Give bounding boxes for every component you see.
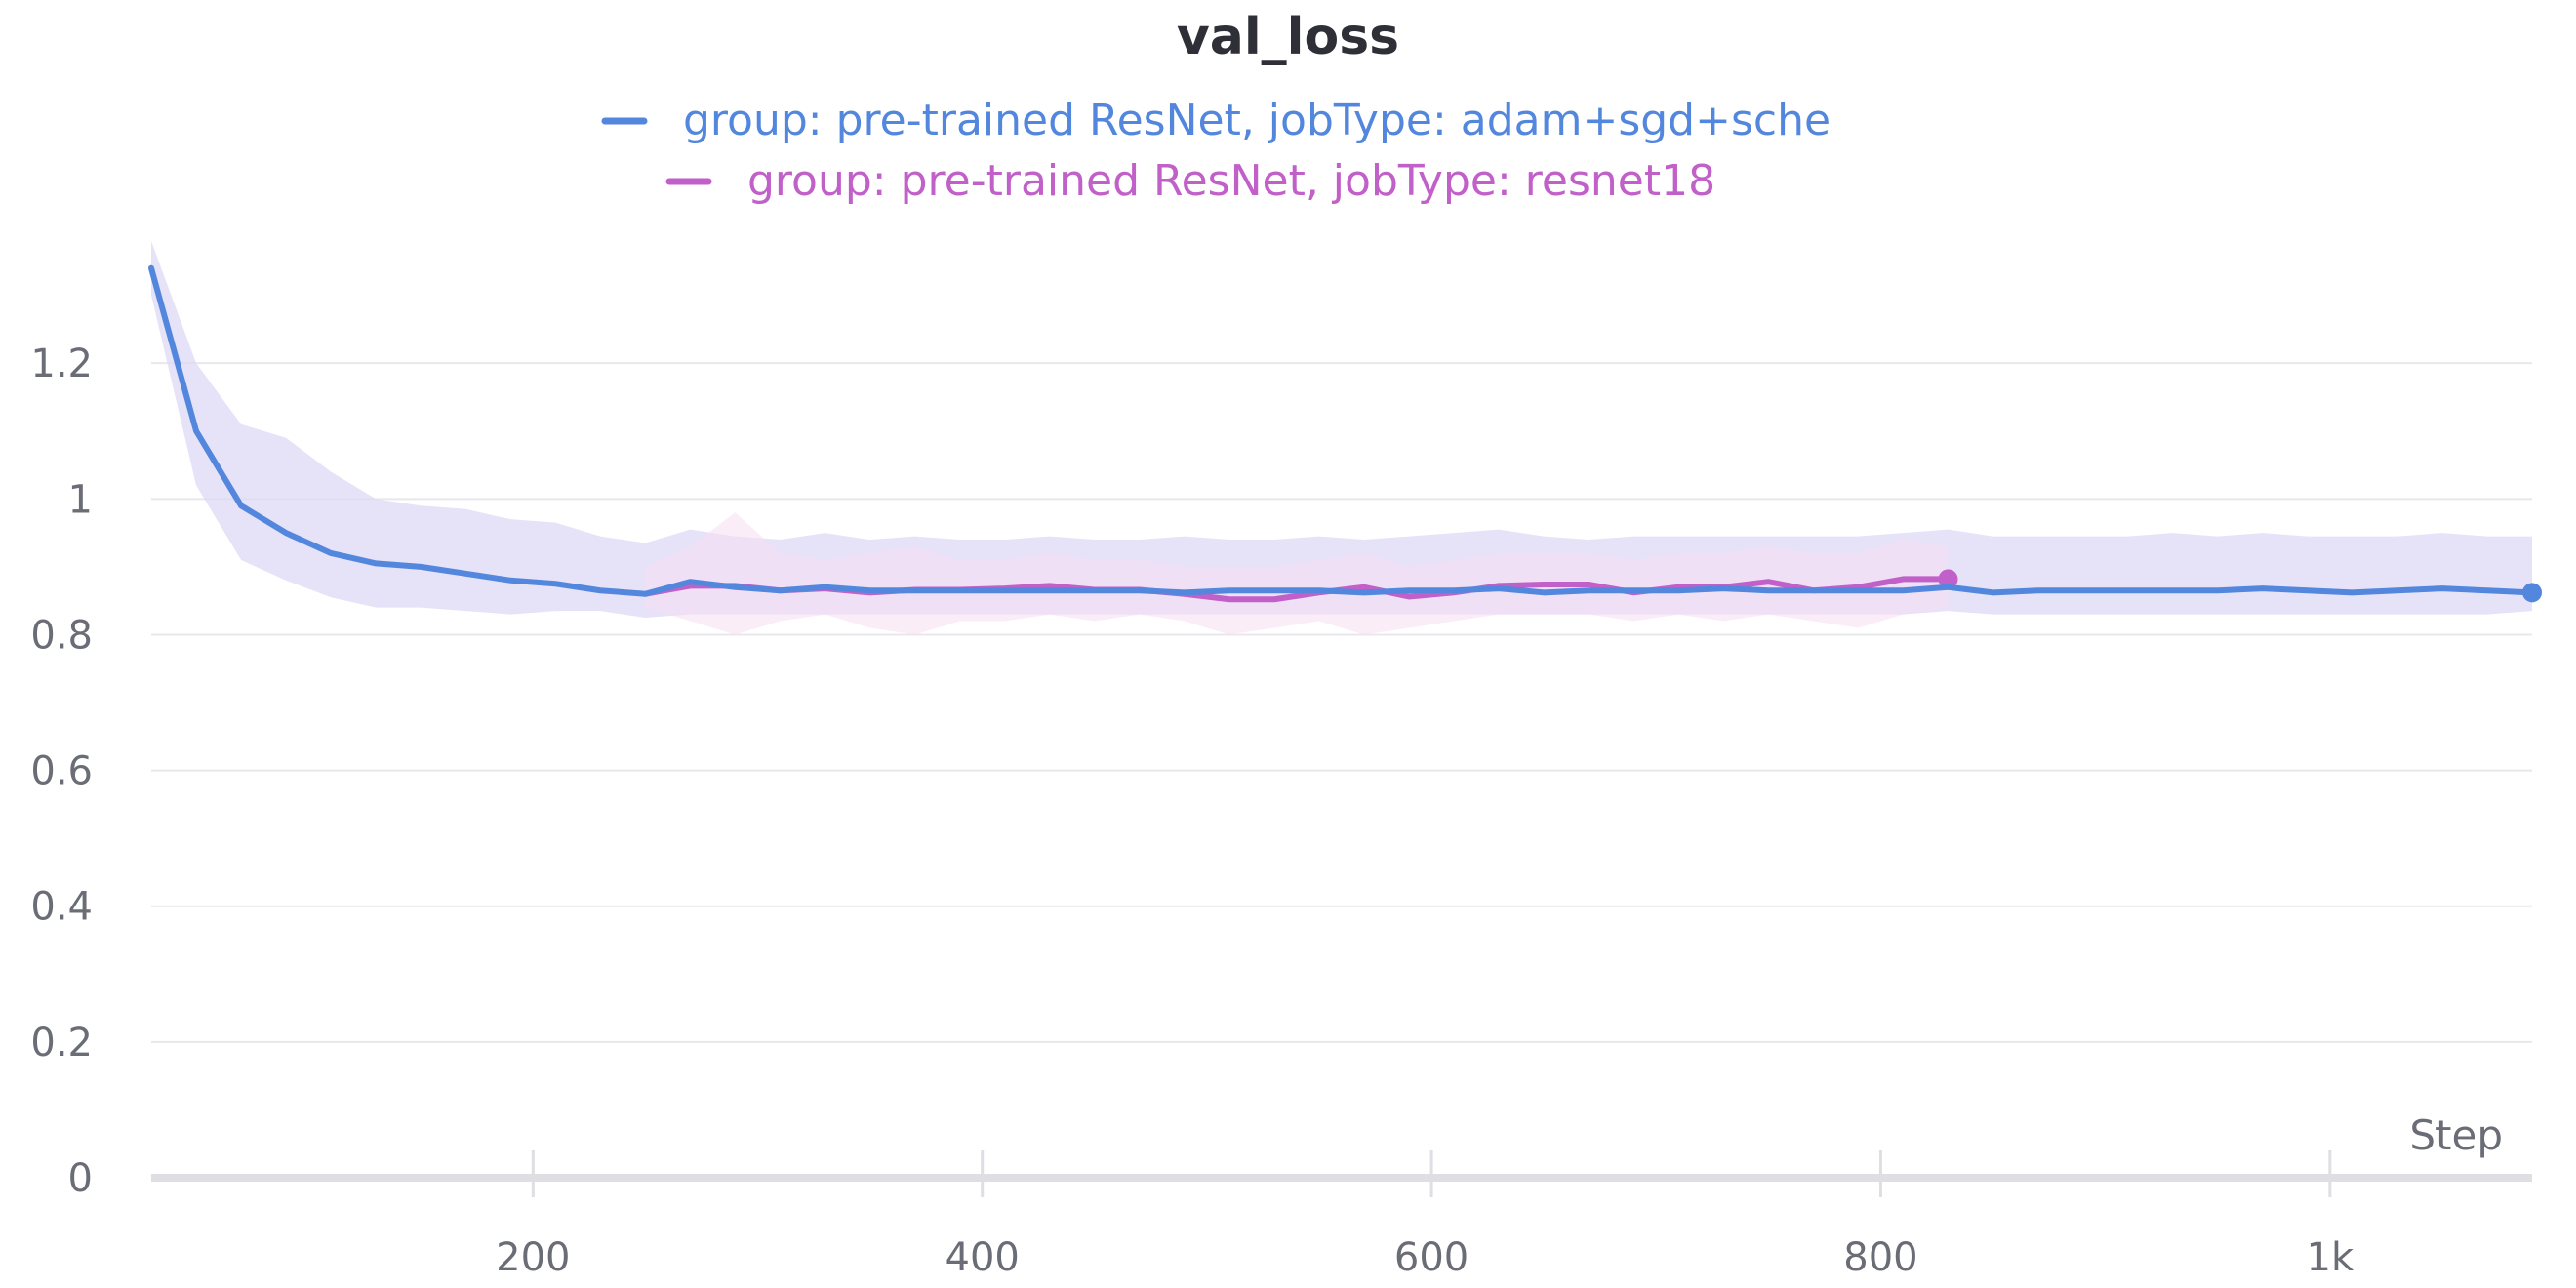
- y-tick-label: 1: [68, 477, 93, 522]
- y-tick-label: 0.2: [30, 1021, 93, 1066]
- series-end-point: [2522, 583, 2542, 603]
- series-line: [148, 264, 2535, 597]
- legend-label: group: pre-trained ResNet, jobType: resn…: [747, 156, 1715, 206]
- x-tick-label: 600: [1394, 1235, 1469, 1280]
- y-tick-label: 0.4: [30, 885, 93, 930]
- x-tick-label: 400: [946, 1235, 1020, 1280]
- y-tick-label: 0.8: [30, 613, 93, 658]
- series-end-point: [1938, 569, 1958, 589]
- x-axis-label: Step: [2409, 1111, 2503, 1159]
- y-tick-label: 0: [68, 1156, 93, 1201]
- y-tick-label: 0.6: [30, 749, 93, 794]
- confidence-band: [645, 512, 1949, 635]
- x-tick-label: 1k: [2307, 1235, 2355, 1280]
- x-tick-label: 200: [496, 1235, 570, 1280]
- confidence-band: [151, 240, 2532, 619]
- legend-label: group: pre-trained ResNet, jobType: adam…: [683, 96, 1831, 145]
- chart-title: val_loss: [1176, 8, 1400, 66]
- y-tick-label: 1.2: [30, 342, 93, 386]
- x-tick-label: 800: [1843, 1235, 1917, 1280]
